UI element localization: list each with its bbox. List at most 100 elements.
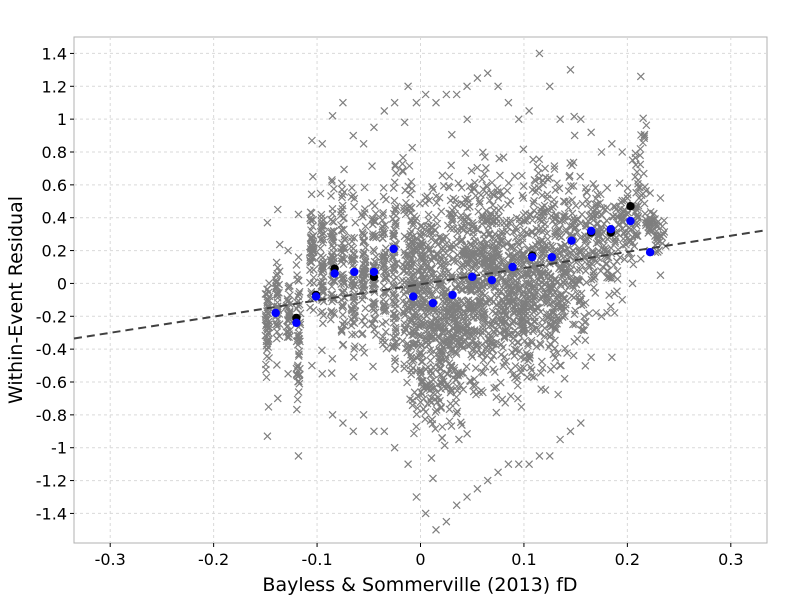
residual-point (295, 379, 304, 388)
residual-point (506, 197, 515, 205)
residual-point (427, 398, 436, 407)
residual-point (557, 361, 565, 370)
residual-point (582, 246, 590, 255)
residual-point (473, 74, 482, 82)
residual-point (639, 114, 648, 123)
residual-point (417, 229, 426, 238)
residual-point (583, 188, 592, 197)
x-tick-label: 0.3 (718, 550, 743, 569)
residual-point (438, 380, 447, 389)
residual-point (316, 189, 325, 198)
residual-point (580, 326, 589, 335)
residual-point (265, 279, 273, 288)
residual-point (571, 320, 580, 329)
residual-point (425, 227, 433, 236)
residual-point (546, 332, 554, 341)
residual-point (511, 362, 520, 370)
residual-point (645, 217, 654, 226)
residual-point (570, 112, 579, 121)
residual-point (462, 362, 471, 371)
residual-point (440, 268, 449, 276)
residual-point (467, 285, 476, 294)
residual-point (567, 291, 576, 300)
residual-point (506, 392, 515, 401)
residual-point (349, 353, 358, 362)
residual-point (351, 218, 360, 227)
residual-point (489, 265, 498, 274)
residual-point (471, 364, 480, 373)
residual-point (292, 405, 301, 414)
residual-point (294, 352, 303, 360)
residual-point (479, 356, 488, 365)
residual-point (468, 253, 477, 262)
residual-point (412, 410, 421, 419)
residual-point (468, 221, 477, 230)
residual-point (504, 281, 513, 290)
residual-point (492, 383, 501, 392)
grid (74, 37, 767, 543)
residual-point (416, 348, 425, 357)
residual-point (517, 402, 526, 411)
residual-point (438, 434, 447, 442)
residual-point (529, 199, 538, 208)
residual-point (350, 311, 359, 320)
residual-point (264, 324, 272, 333)
residual-point (465, 202, 474, 211)
x-tick-label: -0.2 (198, 550, 229, 569)
residual-point (429, 474, 437, 483)
residual-point (351, 342, 359, 351)
residual-point (350, 303, 359, 312)
residual-point (338, 201, 347, 210)
residual-point (561, 286, 570, 295)
residual-point (432, 314, 440, 323)
residual-point (455, 435, 463, 444)
bin-mean-blue-point (487, 275, 497, 285)
residual-point (593, 258, 601, 267)
residual-point (552, 325, 561, 334)
residual-point (550, 165, 559, 174)
residual-point (360, 280, 369, 289)
residual-point (432, 318, 440, 326)
residual-point (584, 217, 593, 226)
residual-point (390, 300, 399, 309)
residual-point (371, 209, 380, 218)
residual-point (630, 242, 639, 251)
residual-point (658, 239, 667, 248)
residual-point (541, 224, 550, 233)
residual-point (361, 255, 370, 264)
residual-point (307, 190, 316, 199)
residual-point (551, 353, 560, 362)
residual-point (536, 368, 545, 377)
residual-point (457, 235, 466, 244)
residual-point (564, 197, 573, 206)
residual-point (487, 234, 496, 243)
residual-point (348, 276, 357, 285)
y-tick-label: -1 (51, 439, 67, 458)
residual-point (264, 343, 273, 351)
residual-point (392, 325, 400, 334)
bin-mean-blue-point (606, 225, 616, 234)
residual-point (450, 306, 459, 315)
residual-point (412, 339, 421, 348)
residual-point (338, 226, 347, 235)
residual-point (412, 422, 421, 431)
residual-point (306, 258, 315, 266)
bin-mean-blue-point (428, 298, 438, 308)
residual-point (370, 202, 379, 210)
y-axis-title: Within-Event Residual (5, 196, 27, 404)
residual-point (571, 306, 580, 315)
bin-mean-blue-point (528, 252, 537, 262)
residual-point (432, 525, 440, 534)
residual-point (361, 304, 370, 313)
residual-point (404, 460, 413, 469)
residual-point (559, 294, 568, 303)
residual-point (463, 429, 472, 438)
residual-point (447, 161, 456, 170)
residual-point (607, 353, 616, 362)
residual-point (272, 361, 281, 369)
residual-point (264, 402, 273, 411)
residual-point (263, 309, 272, 318)
residual-point (357, 210, 366, 219)
residual-point (551, 229, 560, 238)
residual-point (545, 452, 554, 460)
